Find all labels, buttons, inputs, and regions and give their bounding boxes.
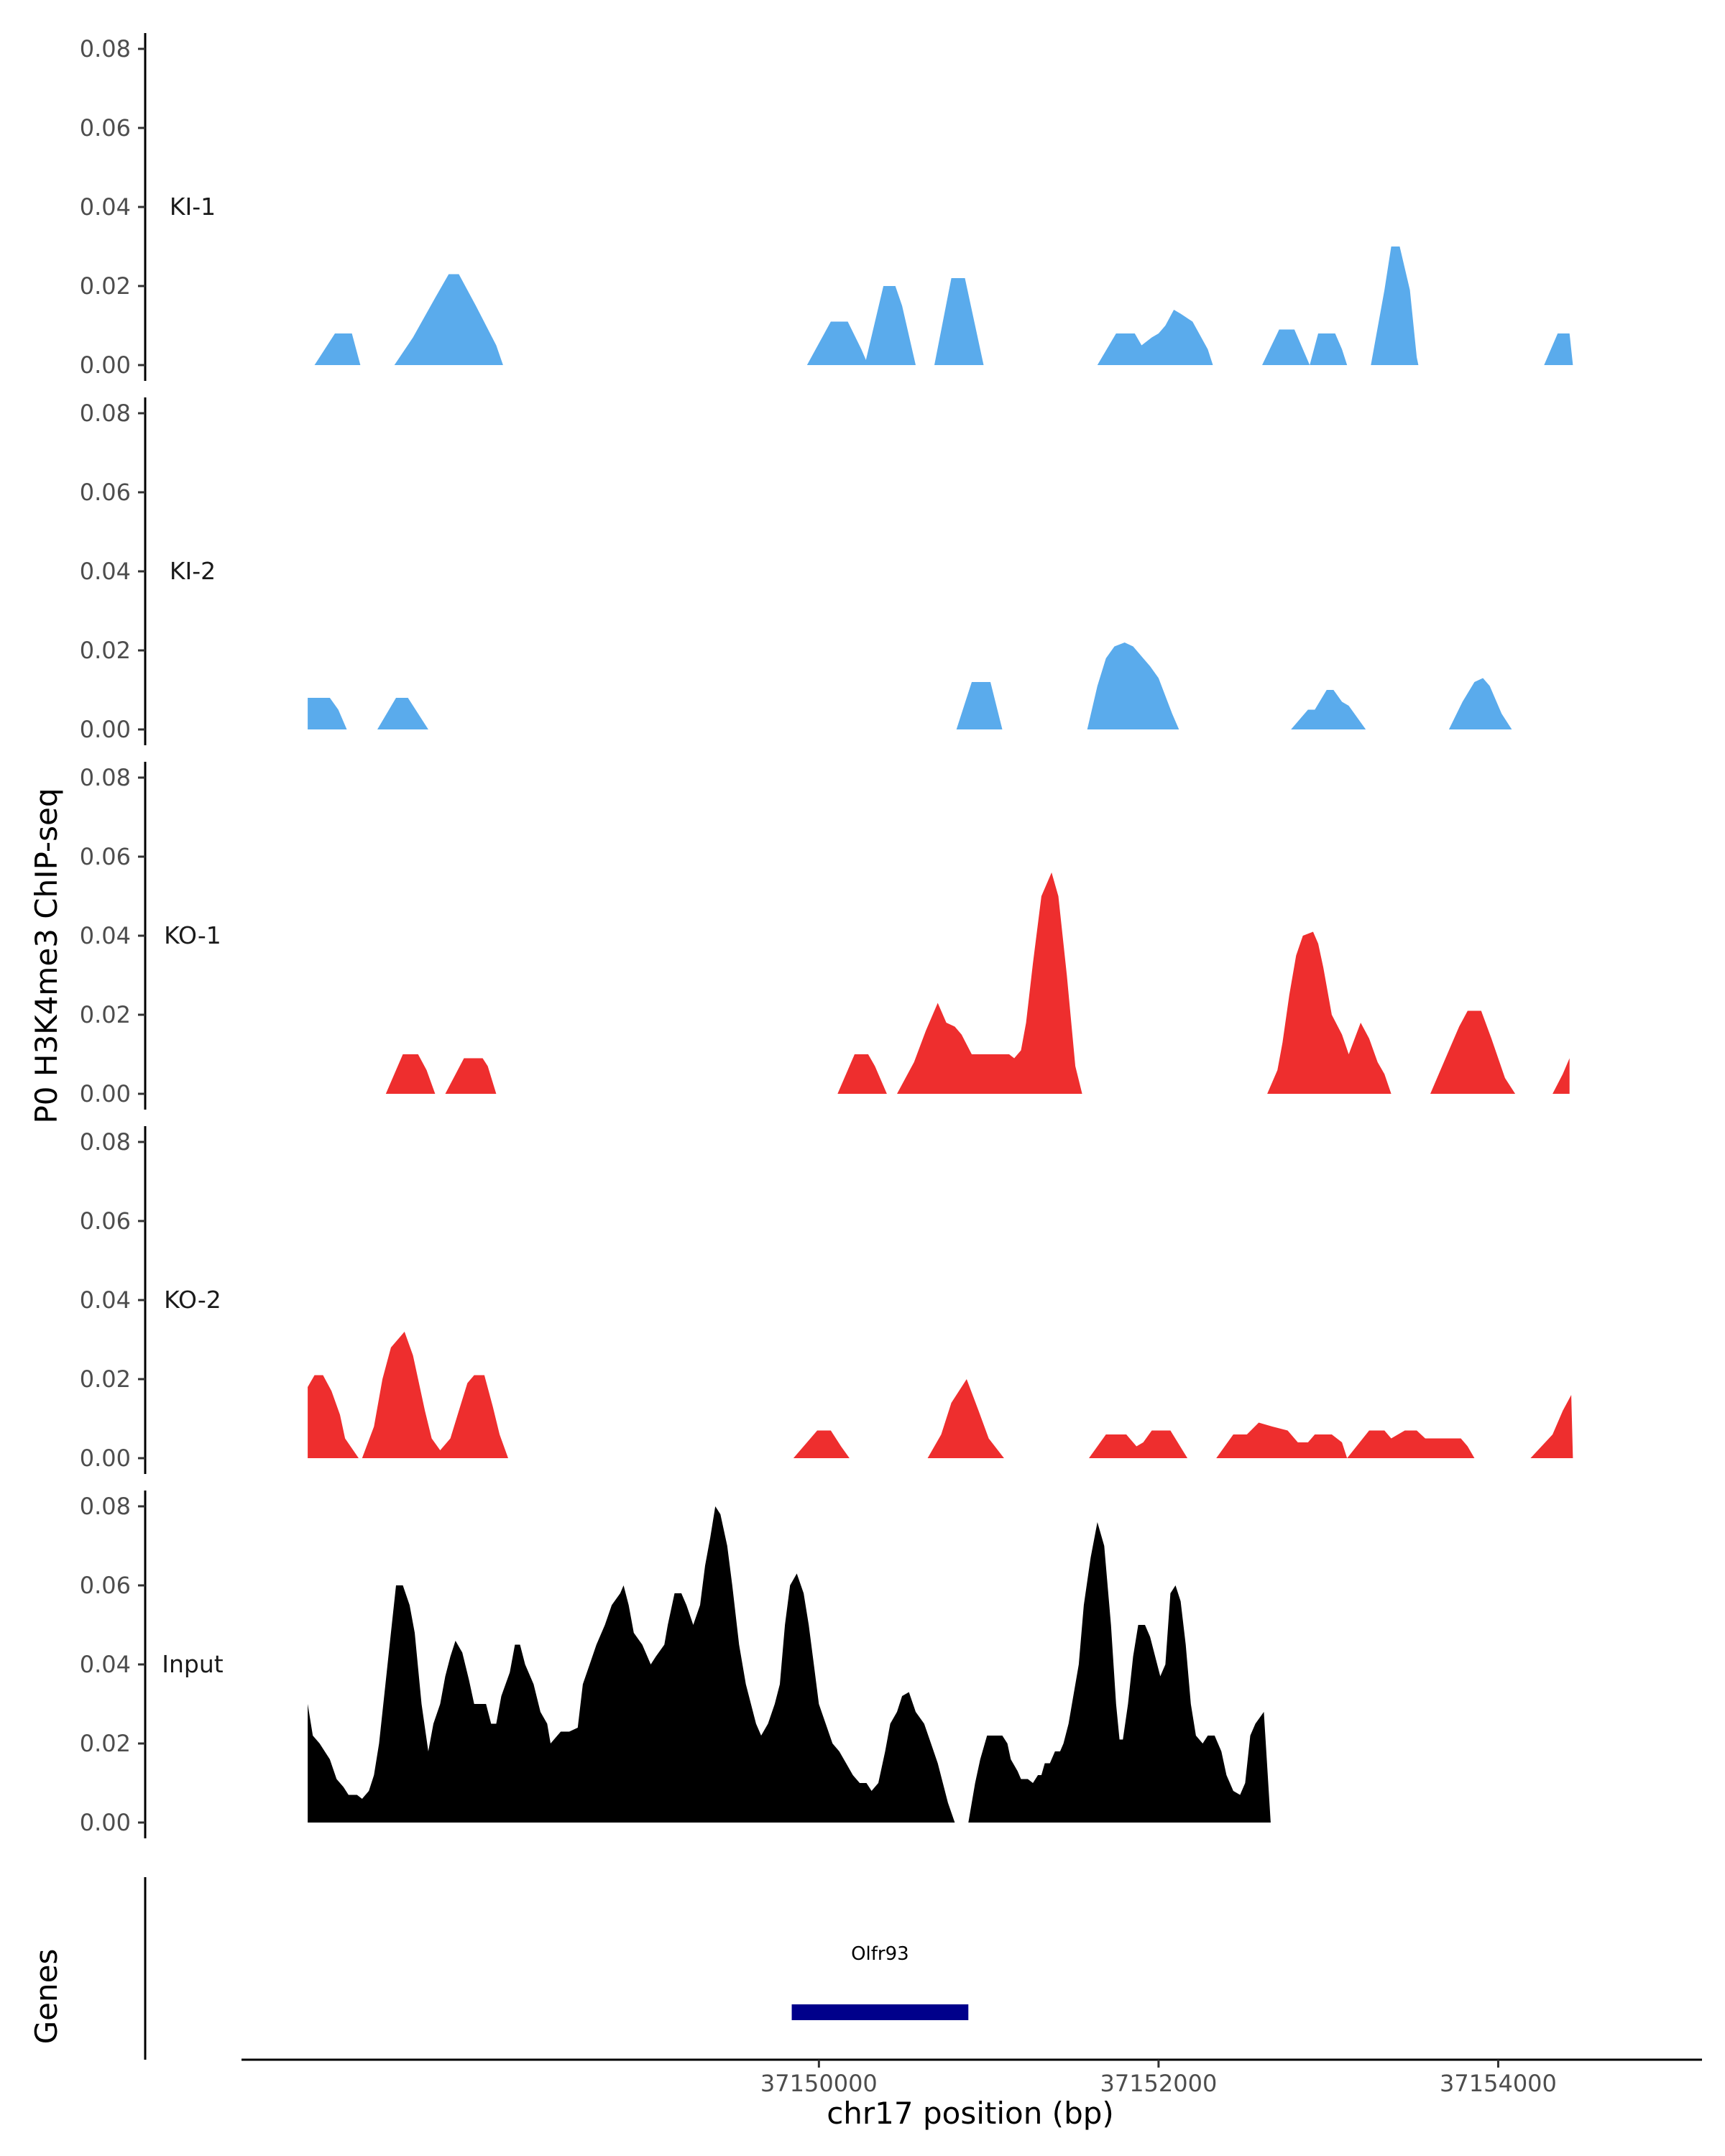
coverage-peak [1430, 1010, 1516, 1094]
y-tick-label: 0.00 [80, 351, 131, 379]
coverage-peak [1216, 1422, 1348, 1458]
gene-body [791, 2004, 969, 2020]
y-tick-label: 0.02 [80, 1365, 131, 1393]
coverage-peak [1089, 1430, 1188, 1458]
y-tick-label: 0.02 [80, 1730, 131, 1757]
track-ki-1: 0.00 0.02 0.04 0.06 0.08 KI-1 [80, 33, 1573, 381]
y-tick-label: 0.08 [80, 35, 131, 63]
coverage-peak [1371, 247, 1419, 365]
coverage-peak [1262, 329, 1310, 365]
y-tick-label: 0.02 [80, 272, 131, 300]
coverage-peak [1347, 1430, 1475, 1458]
y-tick-label: 0.02 [80, 637, 131, 664]
x-axis-title: chr17 position (bp) [827, 2096, 1114, 2131]
coverage-peak [314, 333, 361, 365]
coverage-peak [1552, 1058, 1570, 1094]
gene-panel: Olfr93 [144, 1877, 969, 2060]
gene-label: Olfr93 [851, 1943, 909, 1965]
y-tick-label: 0.06 [80, 843, 131, 870]
x-tick-label: 37154000 [1440, 2070, 1557, 2097]
y-tick-label: 0.06 [80, 1572, 131, 1599]
y-tick-label: 0.00 [80, 1809, 131, 1836]
coverage-peak [394, 274, 503, 365]
track-input: 0.00 0.02 0.04 0.06 0.08 Input [80, 1491, 1271, 1838]
y-tick-label: 0.04 [80, 922, 131, 949]
coverage-peak [1530, 1395, 1573, 1458]
y-tick-label: 0.04 [80, 193, 131, 221]
coverage-peak [385, 1054, 436, 1094]
y-tick-label: 0.06 [80, 1207, 131, 1235]
y-tick-label: 0.04 [80, 558, 131, 585]
coverage-tracks: 0.00 0.02 0.04 0.06 0.08 KI-1 0.00 0.02 0.04 0.06… [80, 33, 1573, 1838]
y-tick-label: 0.00 [80, 716, 131, 743]
track-label: KO-1 [164, 921, 221, 949]
coverage-peak [865, 286, 916, 365]
y-tick-label: 0.08 [80, 764, 131, 791]
track-ko-1: 0.00 0.02 0.04 0.06 0.08 KO-1 [80, 762, 1570, 1110]
coverage-peak [956, 682, 1003, 729]
coverage-peak [1291, 690, 1366, 729]
coverage-peak [1310, 333, 1348, 365]
y-tick-label: 0.00 [80, 1080, 131, 1107]
y-tick-label: 0.04 [80, 1651, 131, 1678]
coverage-peak [445, 1058, 497, 1094]
y-tick-label: 0.00 [80, 1445, 131, 1472]
genes-axis-title: Genes [29, 1949, 64, 2045]
x-tick-label: 37150000 [760, 2070, 878, 2097]
track-label: KO-2 [164, 1286, 221, 1314]
coverage-peak [1544, 333, 1573, 365]
coverage-peak [308, 698, 347, 729]
coverage-peak [1448, 678, 1512, 729]
y-tick-label: 0.02 [80, 1001, 131, 1028]
track-ki-2: 0.00 0.02 0.04 0.06 0.08 KI-2 [80, 397, 1512, 745]
x-tick-label: 37152000 [1100, 2070, 1217, 2097]
coverage-peak [897, 872, 1082, 1094]
y-tick-label: 0.08 [80, 400, 131, 427]
coverage-peak [308, 1506, 955, 1823]
coverage-peak [377, 698, 428, 729]
track-label: KI-2 [170, 557, 216, 585]
x-axis: 37150000 37152000 37154000 [242, 2058, 1702, 2097]
coverage-peak [837, 1054, 887, 1094]
coverage-peak [1087, 642, 1179, 729]
coverage-peak [806, 321, 868, 365]
coverage-peak [1267, 931, 1392, 1094]
coverage-peak [1097, 310, 1213, 365]
coverage-peak [934, 278, 984, 365]
y-tick-label: 0.06 [80, 114, 131, 142]
y-axis-title: P0 H3K4me3 ChIP-seq [29, 788, 64, 1123]
coverage-peak [362, 1332, 508, 1458]
track-label: Input [162, 1650, 224, 1678]
y-tick-label: 0.04 [80, 1286, 131, 1314]
track-label: KI-1 [170, 193, 216, 221]
track-ko-2: 0.00 0.02 0.04 0.06 0.08 KO-2 [80, 1126, 1573, 1474]
coverage-peak [308, 1375, 359, 1458]
y-tick-label: 0.08 [80, 1493, 131, 1520]
coverage-peak [927, 1379, 1004, 1458]
coverage-peak [793, 1430, 850, 1458]
y-tick-label: 0.08 [80, 1128, 131, 1156]
coverage-peak [968, 1522, 1271, 1823]
y-tick-label: 0.06 [80, 479, 131, 506]
